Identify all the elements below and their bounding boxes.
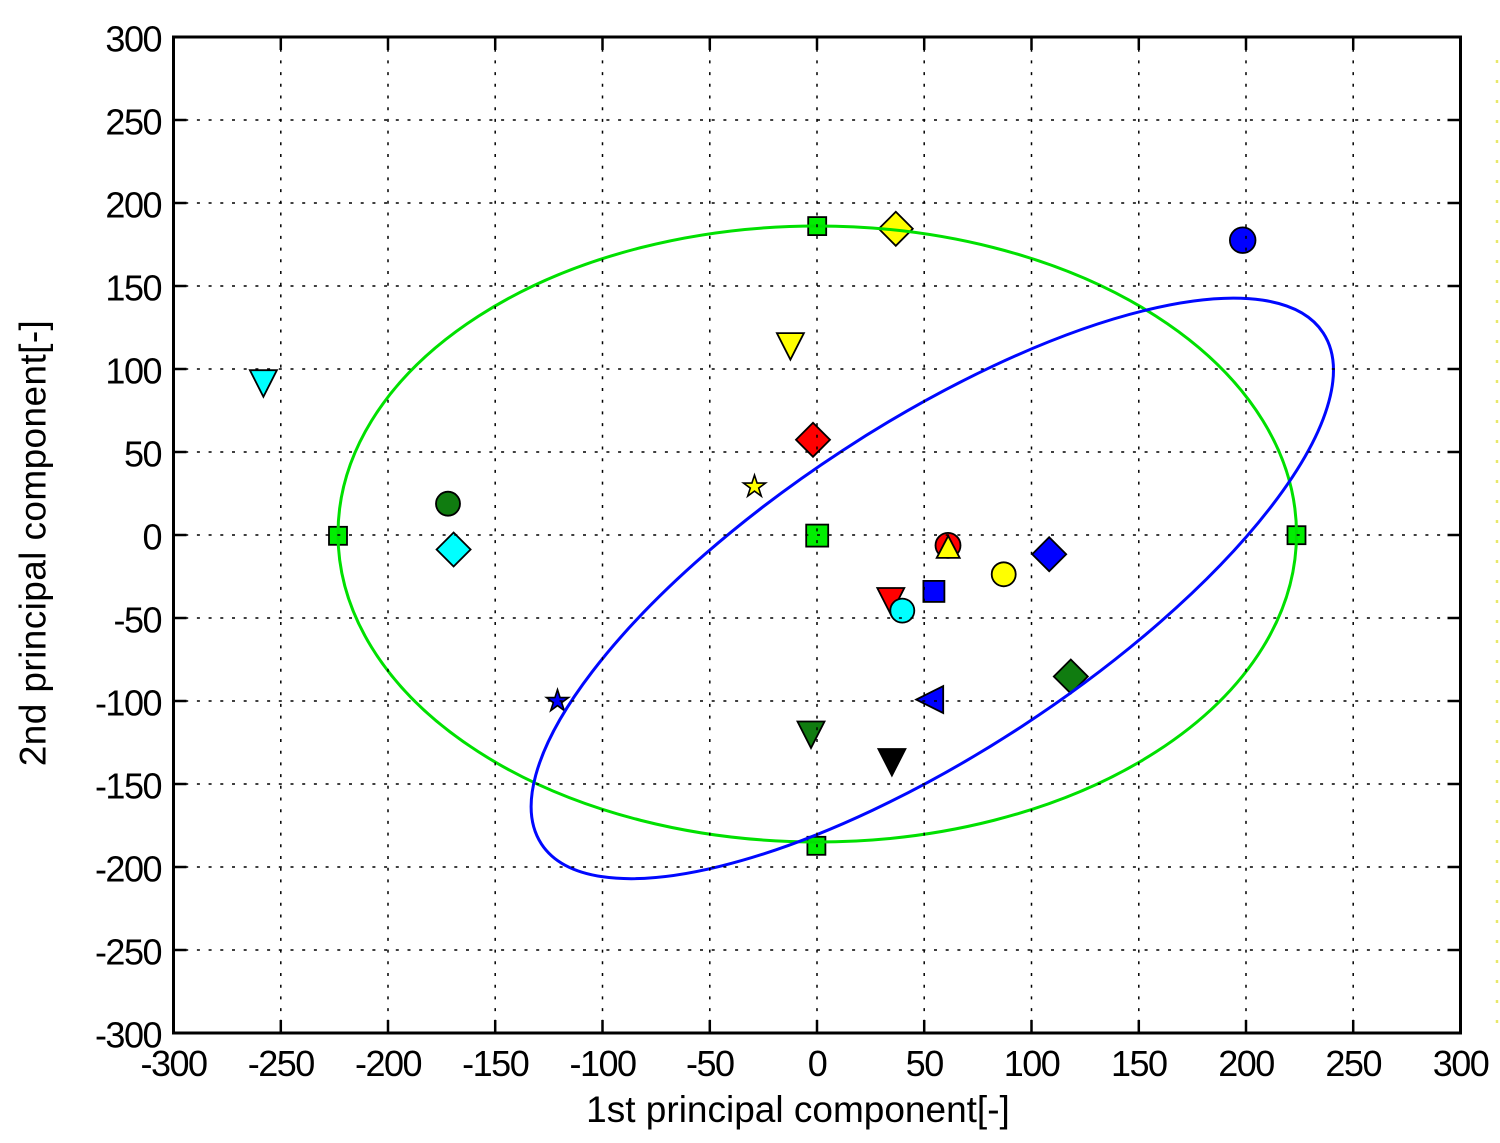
svg-text:0: 0 (142, 516, 161, 557)
svg-text:-300: -300 (95, 1014, 162, 1055)
svg-text:-200: -200 (95, 848, 162, 889)
svg-text:-200: -200 (355, 1043, 422, 1084)
svg-text:-50: -50 (113, 599, 161, 640)
svg-text:50: 50 (906, 1043, 944, 1084)
svg-text:300: 300 (105, 18, 161, 59)
svg-text:-300: -300 (140, 1043, 207, 1084)
svg-text:2nd principal component[-]: 2nd principal component[-] (13, 320, 54, 766)
svg-text:-250: -250 (248, 1043, 315, 1084)
svg-text:-150: -150 (462, 1043, 529, 1084)
svg-text:100: 100 (105, 350, 161, 391)
svg-text:-150: -150 (95, 765, 162, 806)
svg-text:200: 200 (105, 184, 161, 225)
svg-text:150: 150 (1111, 1043, 1167, 1084)
svg-text:50: 50 (124, 433, 162, 474)
svg-text:300: 300 (1433, 1043, 1489, 1084)
svg-text:-100: -100 (95, 682, 162, 723)
svg-text:0: 0 (808, 1043, 827, 1084)
svg-text:150: 150 (105, 267, 161, 308)
svg-text:-50: -50 (686, 1043, 734, 1084)
svg-text:200: 200 (1218, 1043, 1274, 1084)
svg-text:-250: -250 (95, 931, 162, 972)
svg-text:-100: -100 (569, 1043, 636, 1084)
svg-text:250: 250 (105, 101, 161, 142)
svg-text:100: 100 (1004, 1043, 1060, 1084)
svg-text:1st principal component[-]: 1st principal component[-] (586, 1089, 1010, 1130)
svg-text:250: 250 (1325, 1043, 1381, 1084)
